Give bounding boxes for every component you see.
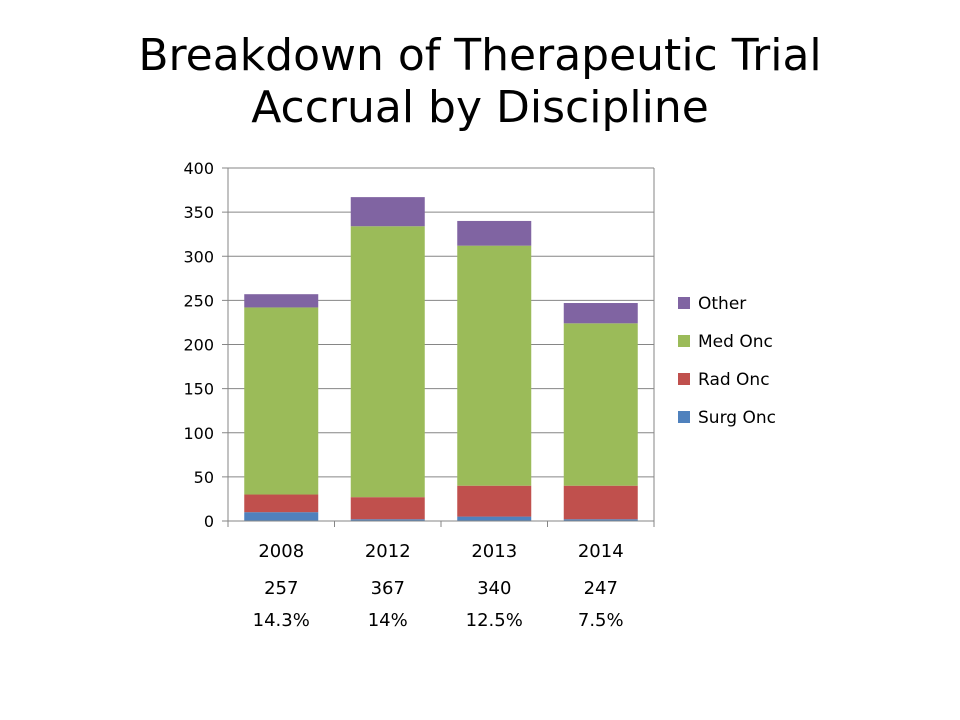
legend: Other Med Onc Rad Onc Surg Onc [678,294,776,428]
legend-swatch-other [678,297,690,309]
totals-row: 257 367 340 247 [0,578,960,602]
y-tick-label: 300 [183,247,214,266]
legend-label: Other [698,294,746,314]
y-tick-label: 250 [183,291,214,310]
x-tick-label: 2013 [471,541,517,562]
legend-swatch-surg-onc [678,411,690,423]
total-label: 340 [477,578,512,599]
percent-label: 14.3% [252,610,310,631]
bar-segment-rad-onc-2008 [244,494,319,513]
y-tick-label: 200 [183,336,214,355]
bar-segment-other-2013 [457,220,532,246]
legend-label: Rad Onc [698,370,770,390]
x-tick-label: 2008 [258,541,304,562]
bar-segment-rad-onc-2014 [563,485,638,520]
total-label: 257 [264,578,299,599]
bar-segment-rad-onc-2012 [350,497,425,520]
bar-segment-other-2008 [244,294,319,308]
y-axis: 0 50 100 150 200 250 300 350 400 [183,159,655,531]
bar-segment-surg-onc-2012 [350,519,425,521]
y-tick-label: 50 [194,468,214,487]
x-axis: 2008 2012 2013 2014 [227,520,655,562]
percent-label: 14% [367,610,408,631]
chart-title: Breakdown of Therapeutic Trial Accrual b… [0,30,960,134]
bar-segment-med-onc-2008 [244,307,319,495]
legend-swatch-rad-onc [678,373,690,385]
legend-swatch-med-onc [678,335,690,347]
bar-segment-surg-onc-2014 [563,519,638,521]
y-tick-label: 100 [183,424,214,443]
chart-title-line-2: Accrual by Discipline [251,82,709,133]
bar-segment-med-onc-2012 [350,226,425,498]
total-label: 367 [370,578,405,599]
bar-segment-surg-onc-2008 [244,512,319,521]
bar-segment-other-2012 [350,197,425,227]
percent-label: 12.5% [465,610,523,631]
bar-segment-med-onc-2014 [563,323,638,486]
y-tick-label: 350 [183,203,214,222]
x-tick-label: 2014 [578,541,624,562]
bar-segment-med-onc-2013 [457,245,532,486]
y-tick-label: 150 [183,380,214,399]
bars [244,197,638,521]
y-tick-label: 0 [204,512,214,531]
bar-segment-other-2014 [563,303,638,324]
bar-segment-rad-onc-2013 [457,485,532,517]
chart-title-line-1: Breakdown of Therapeutic Trial [138,30,822,81]
percent-label: 7.5% [577,610,624,631]
total-label: 247 [583,578,618,599]
x-tick-label: 2012 [365,541,411,562]
legend-label: Med Onc [698,332,773,352]
legend-label: Surg Onc [698,408,776,428]
percent-row: 14.3% 14% 12.5% 7.5% [0,610,960,634]
bar-segment-surg-onc-2013 [457,516,532,521]
y-tick-label: 400 [183,159,214,178]
